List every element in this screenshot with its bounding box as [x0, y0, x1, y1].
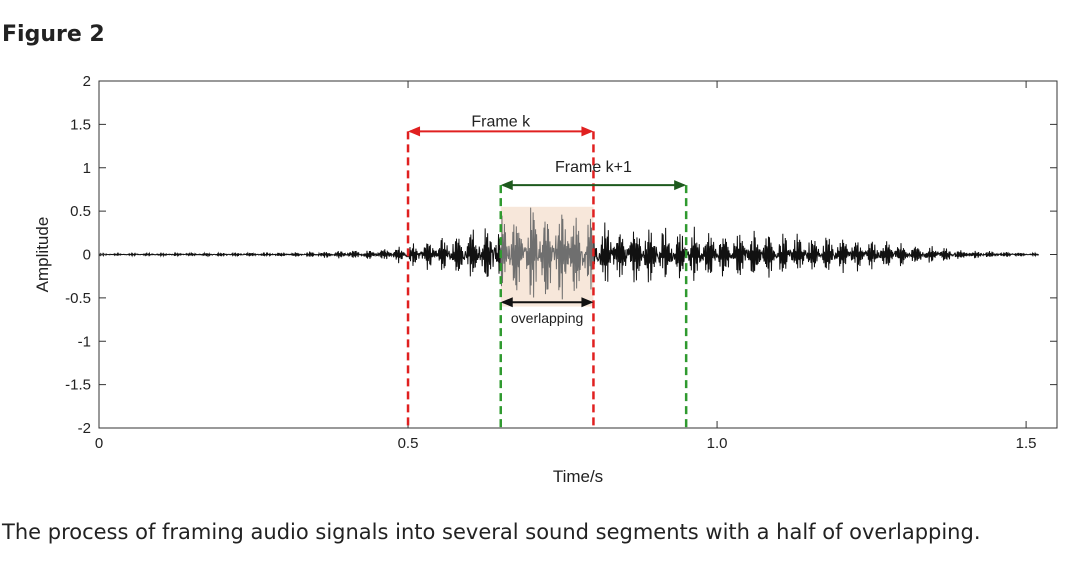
- overlap-label: overlapping: [511, 310, 583, 326]
- y-tick-label: 1.5: [70, 116, 91, 133]
- x-tick-label: 0.5: [398, 435, 419, 452]
- signal-waveform: [98, 207, 1039, 300]
- waveform-chart: 21.510.50-0.5-1-1.5-20 0.5 1.0 1.5 Frame kF…: [33, 73, 1058, 486]
- y-tick-label: 0.5: [70, 203, 91, 220]
- signal-line-before: [98, 228, 502, 277]
- signal-line-overlap: [500, 207, 595, 300]
- signal-line-after: [593, 222, 1039, 283]
- axis-ticks: 21.510.50-0.5-1-1.5-20 0.5 1.0 1.5: [65, 73, 1057, 452]
- y-tick-label: 2: [83, 73, 91, 90]
- frame-2-arrow-head-left: [500, 180, 513, 191]
- overlap-arrow-head-right: [581, 297, 594, 308]
- frame-1-label: Frame k: [471, 114, 531, 131]
- figure-caption: The process of framing audio signals int…: [2, 520, 981, 544]
- overlap-annotation: overlapping: [500, 297, 594, 326]
- overlap-arrow-head-left: [500, 297, 513, 308]
- x-tick-label: 1.5: [1016, 435, 1037, 452]
- figure-title: Figure 2: [2, 22, 105, 47]
- frame-1-arrow-head-left: [408, 126, 421, 137]
- y-tick-label: -2: [78, 420, 91, 437]
- frame-annotations: Frame k Frame k+1: [406, 114, 688, 428]
- y-tick-label: -1: [78, 333, 91, 350]
- x-tick-label: 1.0: [707, 435, 728, 452]
- x-tick-label: 0: [95, 435, 103, 452]
- y-tick-label: -0.5: [65, 290, 91, 307]
- y-tick-label: -1.5: [65, 377, 91, 394]
- x-axis-label: Time/s: [553, 467, 603, 486]
- frame-1-arrow-head-right: [581, 126, 594, 137]
- y-axis-label: Amplitude: [33, 217, 52, 293]
- y-tick-label: 0: [83, 247, 91, 264]
- frame-2-label: Frame k+1: [555, 159, 632, 176]
- y-tick-label: 1: [83, 160, 91, 177]
- frame-2-arrow-head-right: [674, 180, 687, 191]
